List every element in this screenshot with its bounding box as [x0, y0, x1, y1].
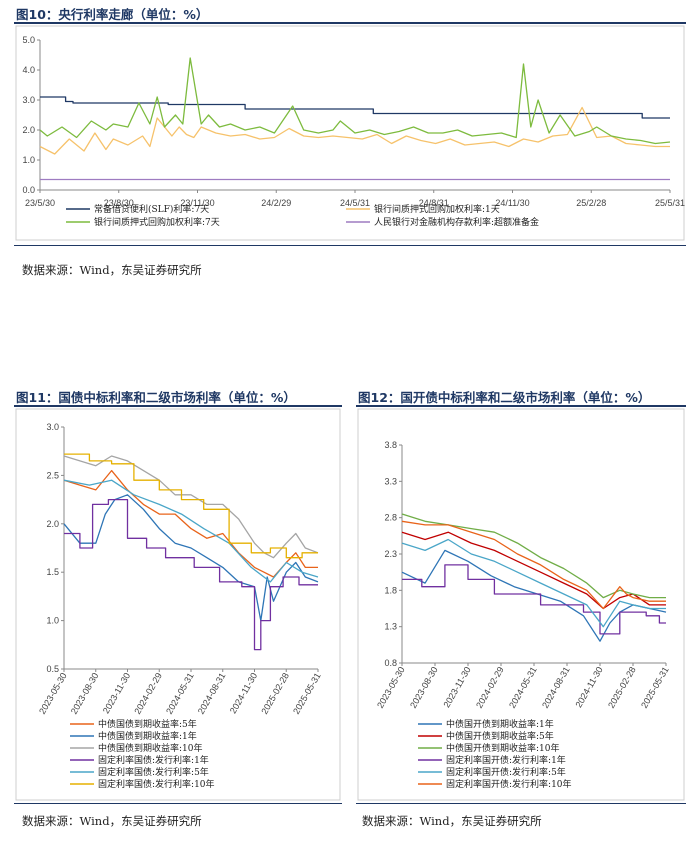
fig12-legend-label: 中债国开债到期收益率:10年 — [446, 742, 560, 754]
fig10-y-tick-label: 5.0 — [22, 35, 35, 45]
fig12-legend-label: 中债国开债到期收益率:1年 — [446, 718, 554, 730]
fig10-legend-label: 常备借贷便利(SLF)利率:7天 — [94, 203, 209, 215]
fig11-bottom-rule — [14, 803, 342, 804]
fig12-y-tick-label: 3.8 — [384, 440, 397, 450]
fig11-legend-label: 固定利率国债:发行利率:5年 — [98, 766, 209, 778]
fig12-x-tick-label: 2024-08-31 — [540, 665, 572, 710]
fig11-source: 数据来源：Wind，东吴证券研究所 — [22, 814, 202, 828]
fig10-x-tick-label: 24/11/30 — [495, 198, 529, 208]
fig11-y-tick-label: 0.5 — [46, 664, 59, 674]
fig11-x-tick-label: 2025-02-28 — [259, 671, 291, 716]
fig12-x-tick-label: 2024-02-29 — [474, 665, 506, 710]
fig11-x-tick-label: 2023-05-30 — [37, 671, 69, 716]
fig11-series-2 — [63, 455, 319, 559]
fig10-x-tick-label: 24/5/31 — [340, 198, 370, 208]
fig11-x-tick-label: 2024-08-31 — [196, 671, 228, 716]
fig12-bottom-rule — [356, 803, 686, 804]
fig10-x-tick-label: 24/8/31 — [419, 198, 449, 208]
fig12-y-tick-label: 1.3 — [384, 622, 397, 632]
fig10-y-tick-label: 3.0 — [22, 95, 35, 105]
fig11-series-4 — [63, 479, 319, 583]
fig12-legend-label: 中债国开债到期收益率:5年 — [446, 730, 554, 742]
fig11-series-1 — [63, 494, 319, 622]
fig10-series-1 — [39, 106, 670, 155]
fig12-y-tick-label: 1.8 — [384, 585, 397, 595]
fig12-top-rule — [356, 405, 686, 407]
fig12-chart: 0.8 1.3 1.8 2.3 2.8 3.3 3.8 2023-05-30 2023-08-3… — [357, 408, 685, 801]
fig12-x-tick-label: 2023-05-30 — [375, 665, 407, 710]
fig12-legend-label: 固定利率国开债:发行利率:10年 — [446, 778, 572, 790]
fig12-y-tick-label: 0.8 — [384, 658, 397, 668]
fig12-source: 数据来源：Wind，东吴证券研究所 — [362, 814, 542, 828]
fig10-y-tick-label: 2.0 — [22, 125, 35, 135]
fig11-x-tick-label: 2024-11-30 — [228, 671, 259, 715]
fig11-series-3 — [64, 498, 318, 651]
fig10-series-0 — [40, 96, 670, 119]
fig12-y-tick-label: 2.8 — [384, 513, 397, 523]
fig12-x-tick-label: 2023-11-30 — [441, 665, 472, 709]
fig10-x-tick-label: 23/11/30 — [180, 198, 214, 208]
fig11-y-tick-label: 1.5 — [46, 567, 59, 577]
fig11-legend-label: 中债国债到期收益率:1年 — [98, 730, 197, 742]
fig10-source: 数据来源：Wind，东吴证券研究所 — [22, 263, 202, 277]
fig11-x-tick-label: 2025-05-31 — [291, 671, 323, 716]
fig11-frame — [15, 408, 341, 801]
fig11-legend-label: 固定利率国债:发行利率:1年 — [98, 754, 209, 766]
fig10-series-2 — [39, 57, 671, 145]
fig12-title: 图12：国开债中标利率和二级市场利率（单位：%） — [358, 390, 651, 405]
fig10-y-tick-label: 4.0 — [22, 65, 35, 75]
fig12-legend-label: 固定利率国开债:发行利率:5年 — [446, 766, 566, 778]
fig12-series-3 — [402, 564, 666, 635]
fig12-series-4 — [401, 538, 666, 628]
fig12-series-1 — [401, 531, 666, 610]
fig11-y-tick-label: 3.0 — [46, 422, 59, 432]
fig10-x-tick-label: 23/5/30 — [25, 198, 55, 208]
fig12-y-tick-label: 2.3 — [384, 549, 397, 559]
fig12-frame — [357, 408, 685, 801]
fig10-y-tick-label: 0.0 — [22, 185, 35, 195]
fig11-x-tick-label: 2024-05-31 — [164, 671, 196, 716]
fig10-x-tick-label: 25/5/31 — [655, 198, 685, 208]
fig10-legend-label: 人民银行对金融机构存款利率:超额准备金 — [374, 216, 539, 228]
fig11-series-5 — [64, 453, 318, 559]
fig10-bottom-rule — [14, 245, 686, 246]
fig12-x-tick-label: 2025-02-28 — [606, 665, 638, 710]
fig11-top-rule — [14, 405, 342, 407]
fig11-y-tick-label: 2.5 — [46, 470, 59, 480]
fig10-y-tick-label: 1.0 — [22, 155, 35, 165]
fig12-series-0 — [401, 549, 667, 642]
fig12-y-tick-label: 3.3 — [384, 476, 397, 486]
fig10-top-rule — [14, 22, 686, 24]
fig10-chart: 0.0 1.0 2.0 3.0 4.0 5.0 23/5/30 23/8/30 23/11/30… — [15, 25, 685, 241]
fig10-x-tick-label: 23/8/30 — [104, 198, 134, 208]
fig10-frame — [15, 25, 685, 241]
fig10-x-tick-label: 25/2/28 — [576, 198, 606, 208]
fig12-x-tick-label: 2024-11-30 — [573, 665, 604, 709]
fig11-x-tick-label: 2023-11-30 — [101, 671, 132, 715]
fig10-title: 图10：央行利率走廊（单位：%） — [16, 7, 209, 22]
fig12-x-tick-label: 2023-08-30 — [408, 665, 440, 710]
fig11-x-tick-label: 2024-02-29 — [132, 671, 164, 716]
fig10-legend-label: 银行间质押式回购加权利率:7天 — [94, 216, 220, 228]
fig12-x-tick-label: 2025-05-31 — [639, 665, 671, 710]
fig10-legend-label: 银行间质押式回购加权利率:1天 — [374, 203, 500, 215]
fig11-legend-label: 中债国债到期收益率:10年 — [98, 742, 203, 754]
fig11-title: 图11：国债中标利率和二级市场利率（单位：%） — [16, 390, 296, 405]
fig11-legend-label: 固定利率国债:发行利率:10年 — [98, 778, 215, 790]
fig12-series-5 — [401, 520, 666, 610]
fig11-x-tick-label: 2023-08-30 — [69, 671, 101, 716]
fig11-legend-label: 中债国债到期收益率:5年 — [98, 718, 197, 730]
fig12-legend-label: 固定利率国开债:发行利率:1年 — [446, 754, 566, 766]
fig10-x-tick-label: 24/2/29 — [261, 198, 291, 208]
fig11-y-tick-label: 2.0 — [46, 519, 59, 529]
fig11-y-tick-label: 1.0 — [46, 616, 59, 626]
fig12-x-tick-label: 2024-05-31 — [507, 665, 539, 710]
